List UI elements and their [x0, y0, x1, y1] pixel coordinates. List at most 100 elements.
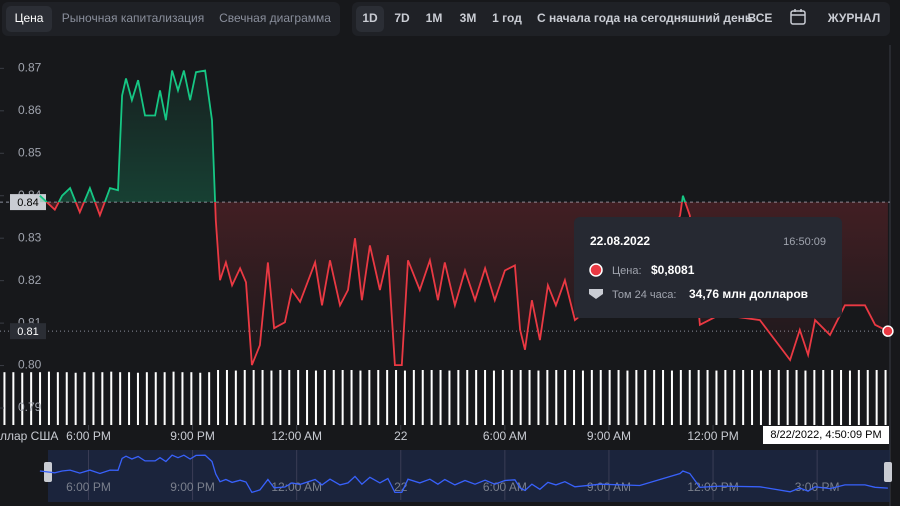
tooltip: 22.08.2022 16:50:09 Цена: $0,8081 Том 24… — [574, 217, 842, 318]
range-all[interactable]: ВСЕ — [748, 11, 773, 25]
volume-bar — [617, 370, 620, 425]
area-down — [39, 202, 888, 366]
navigator-tick-label: 12:00 PM — [687, 480, 738, 494]
volume-bar — [679, 370, 682, 425]
volume-bar — [564, 370, 567, 425]
volume-bar — [706, 370, 709, 425]
volume-bar — [92, 372, 95, 425]
tab-candles[interactable]: Свечная диаграмма — [219, 11, 331, 25]
volume-bar — [626, 370, 629, 425]
volume-bar — [314, 370, 317, 425]
crosshair-label: 8/22/2022, 4:50:09 PM — [770, 429, 881, 441]
volume-bar — [39, 372, 42, 425]
volume-bar — [208, 372, 211, 425]
x-tick-label: 12:00 AM — [271, 429, 322, 443]
volume-bar — [635, 370, 638, 425]
x-tick-label: 9:00 PM — [170, 429, 215, 443]
range-1d[interactable]: 1D — [362, 11, 378, 25]
range-3m[interactable]: 3M — [460, 11, 477, 25]
volume-bar — [510, 370, 513, 425]
tab-active-bg — [6, 6, 52, 32]
volume-bar — [546, 370, 549, 425]
tooltip-price-label: Цена: — [612, 265, 642, 277]
volume-bar — [555, 370, 558, 425]
volume-bar — [421, 370, 424, 425]
tooltip-volume: 34,76 млн долларов — [689, 287, 808, 301]
volume-bar — [742, 370, 745, 425]
volume-bar — [225, 370, 228, 425]
volume-bar — [243, 370, 246, 425]
volume-bar — [697, 370, 700, 425]
volume-bar — [359, 370, 362, 425]
navigator-tick-label: 9:00 AM — [587, 480, 631, 494]
volume-bar — [30, 372, 33, 425]
volume-bar — [261, 370, 264, 425]
tooltip-bg — [574, 217, 842, 318]
x-tick-label: 6:00 PM — [66, 429, 111, 443]
volume-bar — [65, 372, 68, 425]
volume-bar — [403, 370, 406, 425]
volume-bar — [74, 372, 77, 425]
volume-bar — [163, 372, 166, 425]
volume-bar — [341, 370, 344, 425]
volume-bar — [56, 372, 59, 425]
volume-bar — [653, 370, 656, 425]
tab-market-cap[interactable]: Рыночная капитализация — [62, 11, 204, 25]
volume-bar — [350, 370, 353, 425]
volume-bar — [172, 371, 175, 425]
y-tick-label: 0.79 — [18, 400, 42, 414]
volume-bar — [581, 370, 584, 425]
volume-bar — [199, 372, 202, 425]
volume-bar — [154, 372, 157, 425]
navigator-tick-label: 6:00 PM — [66, 480, 111, 494]
volume-bar — [279, 370, 282, 425]
volume-bar — [724, 370, 727, 425]
current-point — [882, 325, 894, 337]
range-1m[interactable]: 1M — [426, 11, 443, 25]
volume-bar — [751, 370, 754, 425]
tooltip-volume-label: Том 24 часа: — [612, 289, 676, 301]
log-button[interactable]: ЖУРНАЛ — [827, 11, 881, 25]
volume-bar — [439, 370, 442, 425]
range-7d[interactable]: 7D — [394, 11, 410, 25]
tab-group — [2, 2, 340, 36]
volume-bar — [217, 370, 220, 425]
range-ytd[interactable]: С начала года на сегодняшний день — [537, 11, 752, 25]
x-tick-label: 6:00 AM — [483, 429, 527, 443]
tab-price[interactable]: Цена — [15, 11, 44, 25]
volume-bar — [804, 370, 807, 425]
volume-bar — [866, 370, 869, 425]
volume-bar — [288, 370, 291, 425]
navigator-tick-label: 9:00 PM — [170, 480, 215, 494]
calendar-icon[interactable] — [790, 9, 806, 25]
volume-bar — [252, 370, 255, 425]
range-1y[interactable]: 1 год — [492, 11, 522, 25]
tooltip-dot — [589, 263, 603, 277]
volume-bar — [332, 370, 335, 425]
volume-bar — [492, 370, 495, 425]
volume-bar — [599, 370, 602, 425]
tooltip-time: 16:50:09 — [783, 236, 826, 248]
volume-bar — [537, 370, 540, 425]
volume-bar — [101, 372, 104, 425]
volume-bar — [136, 372, 139, 425]
volume-bar — [608, 370, 611, 425]
volume-bar — [128, 372, 131, 425]
volume-bar — [688, 370, 691, 425]
x-tick-label: 22 — [394, 429, 408, 443]
volume-bar — [395, 370, 398, 425]
volume-bar — [884, 370, 887, 425]
volume-bar — [573, 370, 576, 425]
volume-bar — [306, 370, 309, 425]
volume-bar — [297, 370, 300, 425]
volume-bar — [644, 370, 647, 425]
area-up — [39, 70, 686, 203]
y-tick-label: 0.83 — [18, 230, 42, 244]
navigator-tick-label: 22 — [394, 480, 408, 494]
volume-bar — [110, 371, 113, 425]
volume-bar — [448, 370, 451, 425]
current-price-label: 0.81 — [17, 326, 38, 338]
y-tick-label: 0.86 — [18, 103, 42, 117]
volume-bar — [857, 370, 860, 425]
